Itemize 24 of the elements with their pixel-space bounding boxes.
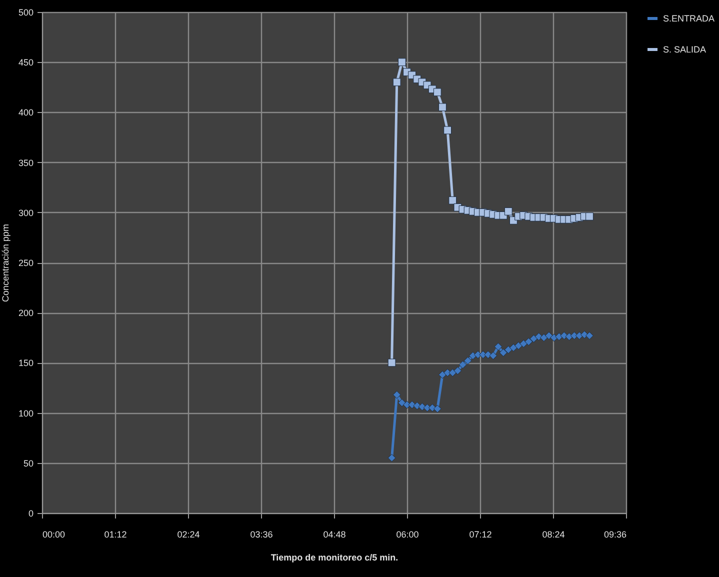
x-tick-label: 01:12	[104, 530, 127, 540]
x-tick-label: 06:00	[396, 530, 419, 540]
x-tick-label: 04:48	[323, 530, 346, 540]
y-tick-label: 50	[23, 458, 34, 468]
y-tick-label: 100	[18, 408, 34, 418]
legend-label: S. SALIDA	[663, 44, 706, 54]
y-axis-title: Concentración ppm	[0, 224, 10, 302]
x-tick-label: 07:12	[469, 530, 492, 540]
x-tick-label: 02:24	[177, 530, 200, 540]
x-tick-label: 08:24	[542, 530, 565, 540]
x-tick-label: 03:36	[250, 530, 273, 540]
y-tick-label: 0	[28, 508, 34, 518]
y-tick-label: 450	[18, 58, 34, 68]
y-tick-label: 250	[18, 258, 34, 268]
y-tick-label: 150	[18, 358, 34, 368]
x-tick-label: 09:36	[604, 530, 626, 540]
legend-label: S.ENTRADA	[663, 14, 715, 24]
y-tick-label: 350	[18, 158, 34, 168]
y-tick-label: 300	[18, 208, 34, 218]
y-tick-label: 400	[18, 108, 34, 118]
x-axis-title: Tiempo de monitoreo c/5 min.	[270, 552, 398, 562]
y-tick-label: 500	[18, 8, 34, 18]
y-tick-label: 200	[18, 308, 34, 318]
x-tick-label: 00:00	[42, 530, 66, 540]
